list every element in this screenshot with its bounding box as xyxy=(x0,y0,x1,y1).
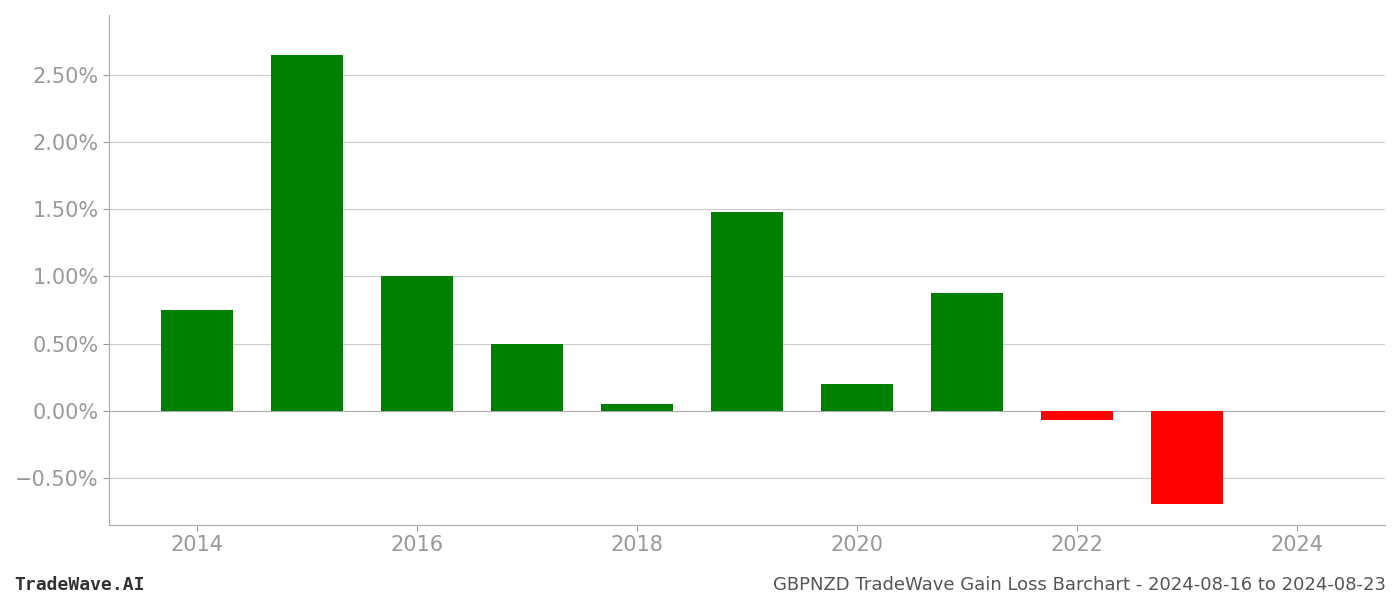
Bar xyxy=(491,344,563,410)
Bar xyxy=(161,310,232,410)
Bar xyxy=(711,212,783,410)
Bar xyxy=(1042,410,1113,420)
Bar xyxy=(931,293,1002,410)
Bar xyxy=(822,384,893,410)
Text: TradeWave.AI: TradeWave.AI xyxy=(14,576,144,594)
Bar xyxy=(272,55,343,410)
Bar xyxy=(1151,410,1222,505)
Bar xyxy=(381,277,452,410)
Bar xyxy=(601,404,673,410)
Text: GBPNZD TradeWave Gain Loss Barchart - 2024-08-16 to 2024-08-23: GBPNZD TradeWave Gain Loss Barchart - 20… xyxy=(773,576,1386,594)
